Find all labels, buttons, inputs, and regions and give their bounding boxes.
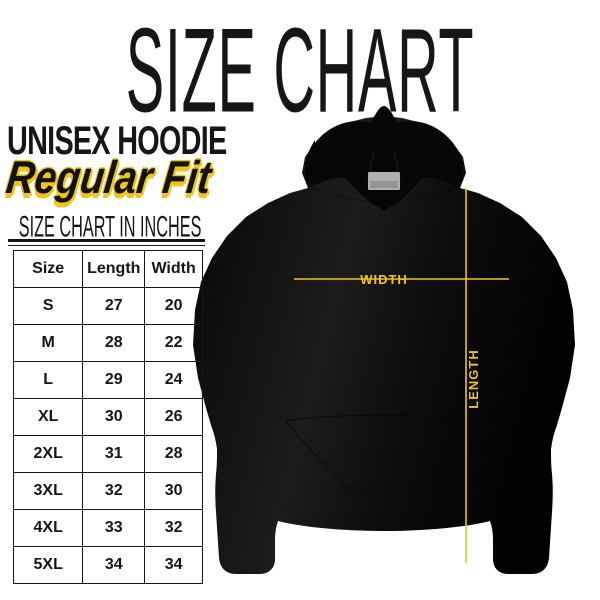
svg-text:LENGTH: LENGTH [466, 349, 481, 408]
svg-text:WIDTH: WIDTH [360, 272, 408, 287]
